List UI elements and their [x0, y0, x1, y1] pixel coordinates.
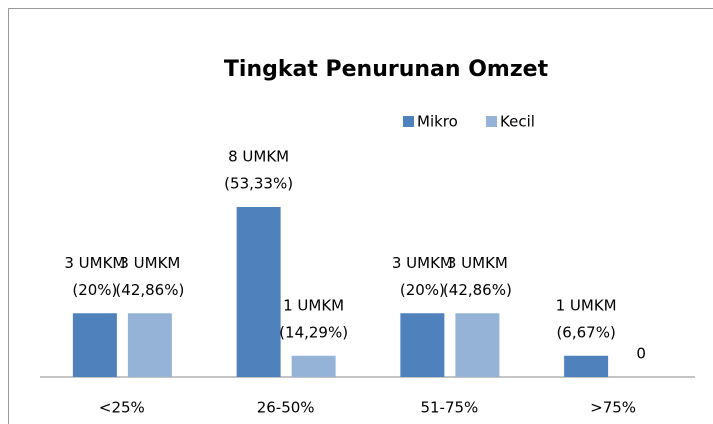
- legend-swatch: [403, 116, 414, 127]
- data-label: (42,86%): [443, 281, 512, 299]
- data-label: 0: [636, 345, 646, 363]
- data-label: (53,33%): [224, 175, 293, 193]
- data-label: 1 UMKM: [283, 296, 344, 314]
- x-tick-label: <25%: [99, 399, 145, 417]
- data-label: 3 UMKM: [64, 254, 125, 272]
- bar: [564, 355, 609, 377]
- bar: [236, 207, 281, 377]
- data-label: (14,29%): [279, 323, 348, 341]
- bar: [400, 313, 445, 377]
- data-label: 3 UMKM: [392, 254, 453, 272]
- legend-label: Kecil: [500, 113, 535, 131]
- data-label: 3 UMKM: [119, 254, 180, 272]
- data-label: (20%): [400, 281, 445, 299]
- data-label: (6,67%): [556, 323, 615, 341]
- x-tick-label: 26-50%: [257, 399, 315, 417]
- bar: [127, 313, 172, 377]
- data-label: (20%): [72, 281, 117, 299]
- legend-swatch: [486, 116, 497, 127]
- chart-frame: [8, 8, 713, 424]
- bar: [291, 355, 336, 377]
- data-label: (42,86%): [115, 281, 184, 299]
- bar: [72, 313, 117, 377]
- data-label: 3 UMKM: [447, 254, 508, 272]
- chart-title: Tingkat Penurunan Omzet: [224, 57, 549, 82]
- legend-label: Mikro: [417, 113, 458, 131]
- data-label: 1 UMKM: [556, 296, 617, 314]
- x-tick-label: >75%: [590, 399, 636, 417]
- x-tick-label: 51-75%: [420, 399, 478, 417]
- bar: [455, 313, 500, 377]
- data-label: 8 UMKM: [228, 148, 289, 166]
